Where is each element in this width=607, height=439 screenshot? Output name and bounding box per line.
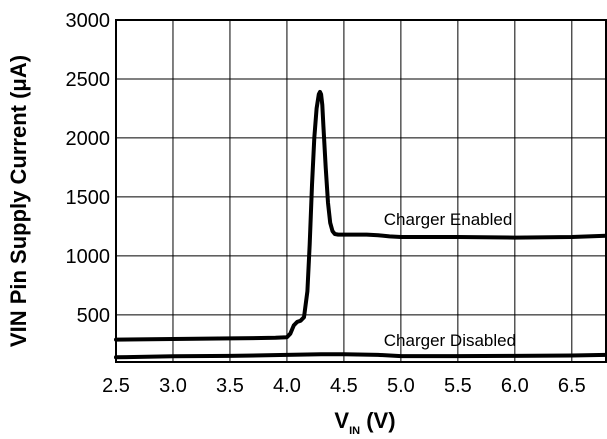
- x-tick-label-3: 4.0: [273, 375, 301, 397]
- y-tick-label-5: 3000: [66, 10, 111, 32]
- x-tick-label-1: 3.0: [159, 375, 187, 397]
- x-tick-label-7: 6.0: [501, 375, 529, 397]
- y-tick-label-2: 1500: [66, 187, 111, 209]
- y-tick-label-1: 1000: [66, 246, 111, 268]
- x-axis-title-subscript: IN: [349, 425, 360, 437]
- x-axis-title-main: V: [334, 408, 349, 433]
- y-tick-label-3: 2000: [66, 128, 111, 150]
- series-line-charger-disabled: [114, 352, 607, 360]
- y-tick-labels: 500 1000 1500 2000 2500 3000: [66, 10, 111, 327]
- x-tick-label-8: 6.5: [558, 375, 586, 397]
- series-lines: [114, 89, 607, 360]
- x-axis-title-unit: (V): [360, 408, 395, 433]
- y-tick-label-0: 500: [77, 305, 110, 327]
- series-annotations: Charger Enabled Charger Disabled: [384, 210, 516, 350]
- x-tick-label-2: 3.5: [216, 375, 244, 397]
- x-tick-label-5: 5.0: [387, 375, 415, 397]
- x-tick-label-4: 4.5: [330, 375, 358, 397]
- x-tick-labels: 2.5 3.0 3.5 4.0 4.5 5.0 5.5 6.0 6.5: [102, 375, 586, 397]
- grid-lines: [116, 20, 606, 362]
- plot-frame: [115, 19, 607, 363]
- annotation-charger-disabled: Charger Disabled: [384, 331, 516, 350]
- series-line-charger-enabled: [114, 89, 607, 342]
- annotation-charger-enabled: Charger Enabled: [384, 210, 513, 229]
- y-tick-label-4: 2500: [66, 69, 111, 91]
- y-axis-title: VIN Pin Supply Current (μA): [6, 55, 31, 347]
- x-tick-label-0: 2.5: [102, 375, 130, 397]
- x-tick-label-6: 5.5: [444, 375, 472, 397]
- x-axis-title: VIN (V): [334, 408, 395, 437]
